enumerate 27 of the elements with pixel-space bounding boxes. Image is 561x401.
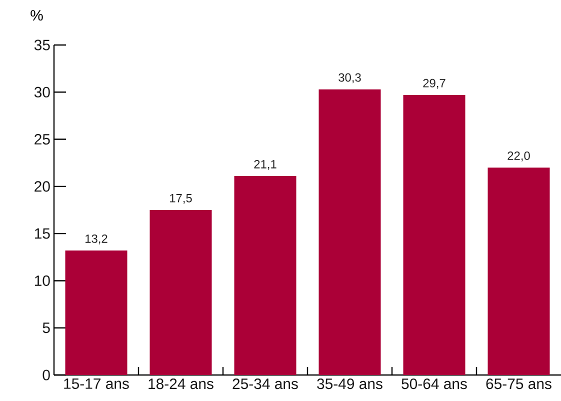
data-label: 13,2: [86, 234, 108, 244]
bar: [403, 94, 466, 375]
bar: [65, 250, 128, 375]
x-tick-label: 65-75 ans: [486, 378, 552, 390]
y-tick-label: 0: [42, 370, 50, 380]
data-label: 17,5: [170, 194, 192, 204]
x-tick-label: 15-17 ans: [64, 378, 129, 389]
data-label: 29,7: [423, 78, 446, 89]
data-label: 22,0: [508, 152, 530, 162]
y-tick-label: 20: [34, 181, 50, 192]
y-tick-label: 10: [35, 275, 50, 286]
bar: [488, 168, 550, 375]
bar: [150, 210, 212, 375]
y-axis-title: %: [30, 10, 43, 21]
x-tick-label: 35-49 ans: [317, 378, 382, 390]
y-tick-label: 30: [34, 86, 50, 98]
y-tick-label: 15: [35, 228, 50, 239]
x-tick-label: 25-34 ans: [232, 378, 298, 390]
x-tick-label: 18-24 ans: [148, 378, 214, 390]
x-tick-label: 50-64 ans: [402, 378, 467, 390]
data-label: 30,3: [338, 73, 361, 84]
bar: [318, 89, 381, 375]
y-tick-label: 25: [34, 134, 50, 145]
bar: [234, 176, 296, 375]
y-tick-label: 35: [34, 40, 50, 50]
data-label: 21,1: [254, 160, 276, 170]
y-tick-label: 5: [42, 322, 50, 334]
